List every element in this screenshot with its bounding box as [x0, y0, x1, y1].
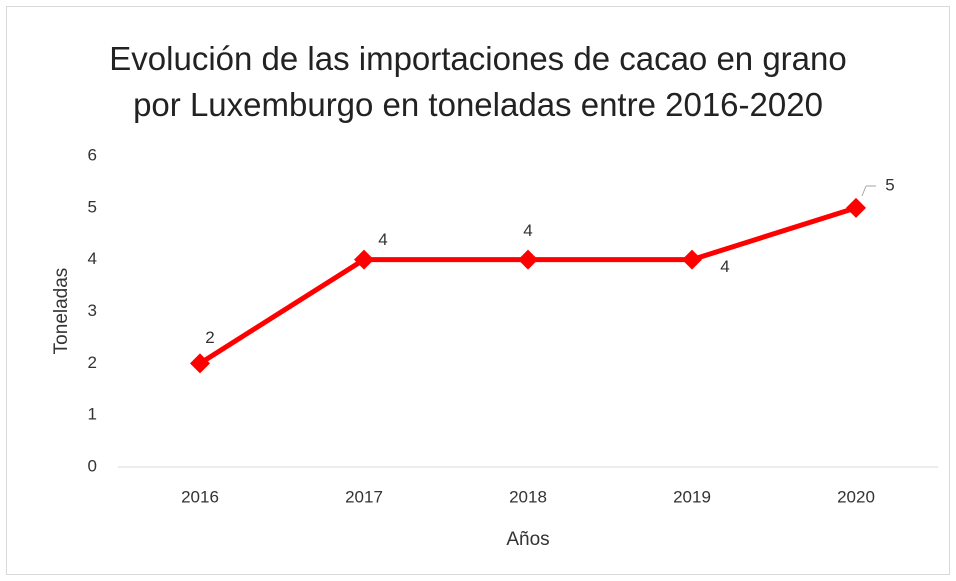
x-tick-label: 2016 [181, 487, 219, 506]
leader-line [861, 185, 867, 197]
data-marker [354, 249, 374, 270]
data-marker [682, 249, 702, 270]
chart-title: Evolución de las importaciones de cacao … [109, 40, 847, 123]
y-tick-label: 1 [88, 405, 97, 424]
data-marker [846, 197, 866, 218]
y-tick-label: 0 [88, 456, 97, 475]
data-label: 5 [885, 175, 894, 194]
data-marker [190, 353, 210, 374]
x-tick-label: 2020 [837, 487, 875, 506]
x-tick-label: 2017 [345, 487, 383, 506]
data-label: 2 [205, 328, 214, 347]
y-tick-label: 5 [88, 197, 97, 216]
x-axis-title: Años [506, 529, 549, 550]
data-marker [518, 249, 538, 270]
chart-frame [6, 6, 950, 575]
x-tick-label: 2018 [509, 487, 547, 506]
y-tick-label: 6 [88, 145, 97, 164]
y-tick-label: 4 [88, 249, 97, 268]
data-label: 4 [720, 257, 729, 276]
y-tick-label: 2 [88, 353, 97, 372]
x-tick-label: 2019 [673, 487, 711, 506]
data-label: 4 [523, 221, 532, 240]
y-tick-label: 3 [88, 301, 97, 320]
data-label: 4 [378, 230, 387, 249]
y-axis-title: Toneladas [51, 268, 72, 355]
